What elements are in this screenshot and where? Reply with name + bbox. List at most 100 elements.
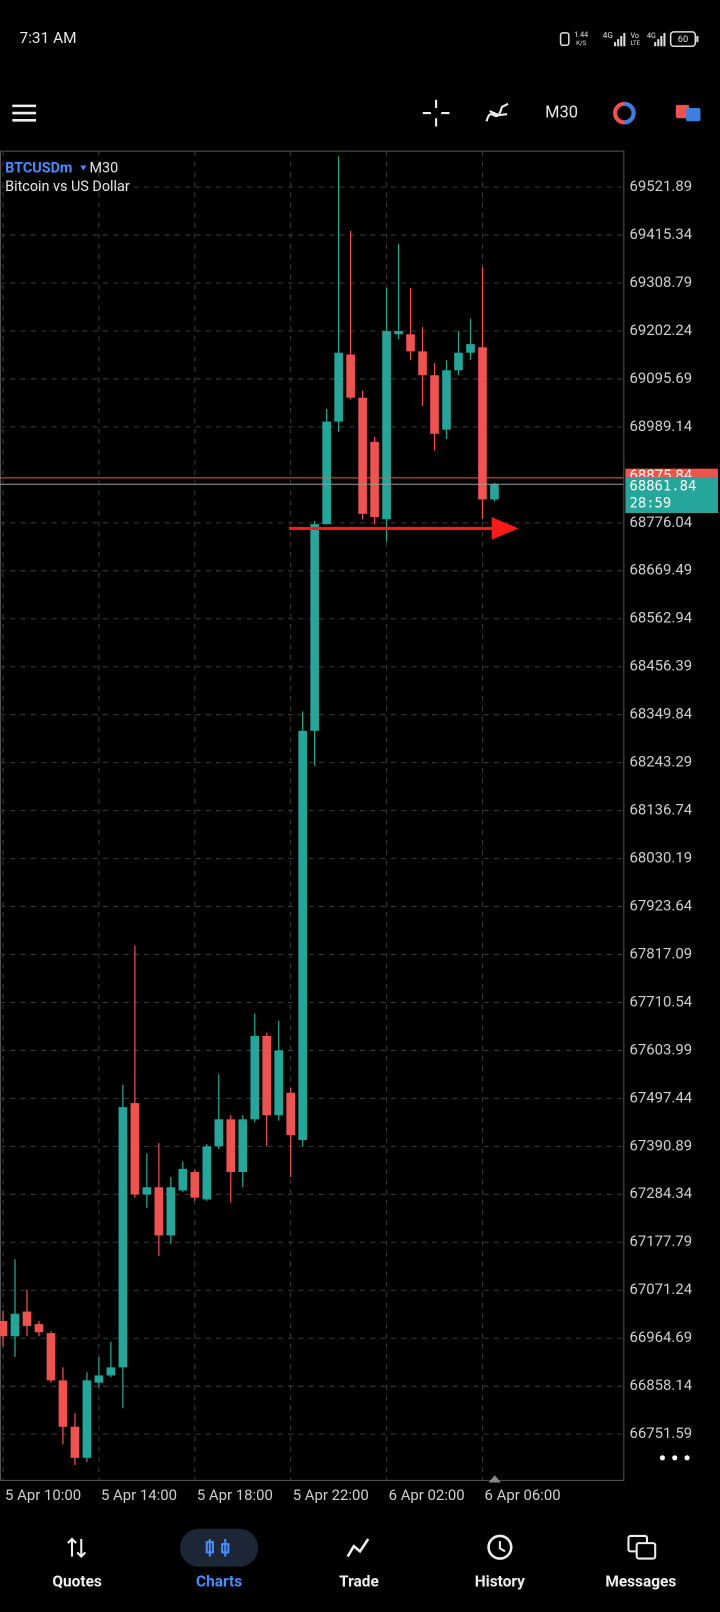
y-tick-label: 68243.29 <box>629 753 692 771</box>
trade-button-blue <box>686 107 701 122</box>
objects-button-half <box>624 101 636 125</box>
y-tick-label: 69202.24 <box>629 321 692 339</box>
signal-icon-2 <box>654 32 666 47</box>
battery-icon <box>669 31 697 48</box>
candle-body <box>190 1171 200 1198</box>
more-dot[interactable] <box>659 1455 665 1461</box>
candle-body <box>274 1050 284 1116</box>
candle-body <box>178 1168 188 1191</box>
candle-body <box>310 524 319 731</box>
quotes-icon[interactable] <box>67 1537 87 1558</box>
candle-body <box>46 1333 56 1381</box>
y-tick-label: 67710.54 <box>629 992 692 1010</box>
y-tick-label: 68989.14 <box>629 417 692 435</box>
nav-tab[interactable]: Quotes <box>52 1572 101 1590</box>
battery-tip <box>696 35 699 43</box>
bar-timer: 28:59 <box>629 496 671 512</box>
candle-body <box>106 1367 116 1376</box>
y-tick-label: 67497.44 <box>629 1088 692 1106</box>
candle-body <box>202 1146 212 1200</box>
volte-top: Vo <box>631 31 640 40</box>
y-tick-label: 66964.69 <box>629 1328 692 1346</box>
x-tick-label: 6 Apr 02:00 <box>389 1486 465 1504</box>
y-tick-label: 67284.34 <box>629 1184 692 1202</box>
battery-level: 60 <box>678 34 688 45</box>
annotation-arrow-head <box>491 517 519 540</box>
charts-icon-body <box>221 1543 230 1554</box>
candle-body <box>406 334 415 352</box>
candle-body <box>34 1324 44 1333</box>
candle-body <box>298 730 307 1141</box>
y-tick-label: 69095.69 <box>629 369 692 387</box>
y-tick-label: 66858.14 <box>629 1376 692 1394</box>
candle-body <box>250 1036 260 1120</box>
candle-body <box>322 421 331 525</box>
y-tick-label: 68562.94 <box>629 609 692 627</box>
network: 4G <box>603 31 613 41</box>
y-tick-label: 68136.74 <box>629 801 692 819</box>
nav-tab[interactable]: History <box>475 1572 525 1590</box>
y-tick-label: 68669.49 <box>629 561 692 579</box>
trade-button-red[interactable] <box>675 104 690 119</box>
timeframe-button[interactable]: M30 <box>545 103 578 122</box>
indicators-button[interactable] <box>485 102 509 122</box>
history-icon-hands <box>498 1541 506 1553</box>
candle-body <box>154 1187 164 1236</box>
y-tick-label: 68030.19 <box>629 849 692 867</box>
y-tick-label: 67390.89 <box>629 1136 692 1154</box>
candle-body <box>238 1119 248 1172</box>
candle-body <box>430 375 439 434</box>
chart-title: Bitcoin vs US Dollar <box>5 178 130 195</box>
more-dot[interactable] <box>672 1455 678 1461</box>
history-icon[interactable] <box>487 1534 513 1560</box>
status-time: 7:31 AM <box>20 29 77 47</box>
candle-body <box>442 370 451 430</box>
nav-tab[interactable]: Trade <box>339 1572 379 1590</box>
candle-body <box>358 397 367 514</box>
candle-body <box>226 1119 236 1172</box>
more-dot[interactable] <box>684 1455 690 1461</box>
candle-body <box>286 1092 295 1136</box>
candle-body <box>418 351 427 376</box>
nav-active-pill <box>180 1528 259 1567</box>
candle-body <box>22 1311 32 1326</box>
candle-body <box>94 1375 104 1383</box>
trade-icon[interactable] <box>346 1538 370 1558</box>
y-tick-label: 67177.79 <box>629 1232 692 1250</box>
plot-frame <box>0 150 625 1481</box>
charts-icon-body <box>205 1541 214 1554</box>
x-tick-label: 5 Apr 18:00 <box>197 1486 273 1504</box>
x-tick-label: 5 Apr 14:00 <box>101 1486 177 1504</box>
x-tick-label: 6 Apr 06:00 <box>485 1486 561 1504</box>
speed-unit: K/S <box>576 39 586 47</box>
candle-body <box>58 1380 68 1427</box>
network2: 4G <box>647 31 656 40</box>
candle-body <box>82 1380 92 1458</box>
messages-icon-back <box>635 1542 657 1560</box>
bid-label-box <box>625 477 718 514</box>
menu-button[interactable] <box>12 104 36 122</box>
candle-body <box>70 1426 80 1458</box>
candle-body <box>394 331 403 335</box>
candle-body <box>142 1187 152 1195</box>
candle-body <box>10 1313 20 1337</box>
y-tick-label: 68456.39 <box>629 657 692 675</box>
candle-body <box>466 344 475 353</box>
y-tick-label: 68776.04 <box>629 513 692 531</box>
nav-tab[interactable]: Charts <box>196 1572 242 1590</box>
y-tick-label: 67923.64 <box>629 896 692 914</box>
y-tick-label: 69521.89 <box>629 177 692 195</box>
nav-tab[interactable]: Messages <box>605 1572 676 1590</box>
candle-body <box>130 1103 140 1195</box>
x-tick-label: 5 Apr 22:00 <box>293 1486 369 1504</box>
nav-tabs: Quotes Charts Trade History Messages <box>52 1572 676 1590</box>
candle-body <box>370 441 379 518</box>
candle-body <box>214 1119 224 1147</box>
symbol-dropdown[interactable] <box>80 165 87 171</box>
crosshair-button[interactable] <box>422 99 450 127</box>
symbol: BTCUSDm <box>5 159 72 176</box>
y-tick-label: 68349.84 <box>629 705 692 723</box>
nav-bar <box>0 1516 720 1612</box>
bid-label: 68861.84 <box>629 478 696 494</box>
